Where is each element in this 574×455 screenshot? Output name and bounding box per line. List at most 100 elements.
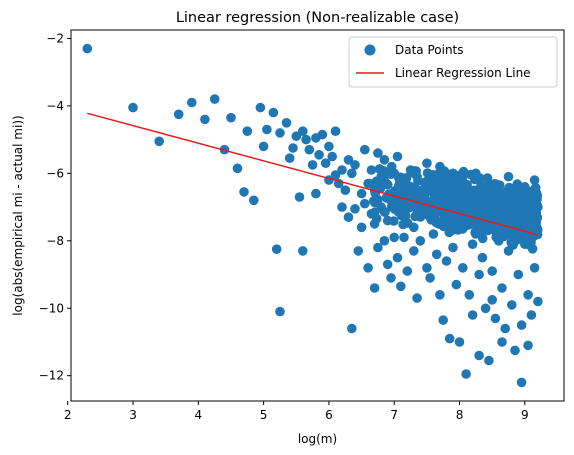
data-point: [487, 197, 498, 207]
data-point: [428, 229, 439, 239]
data-point: [487, 266, 498, 276]
data-point: [370, 180, 380, 191]
data-point: [399, 232, 409, 243]
data-point: [353, 246, 364, 256]
data-point: [402, 200, 413, 210]
data-point: [457, 171, 468, 182]
legend-label-data-points: Data Points: [395, 43, 464, 57]
data-point: [448, 242, 458, 253]
data-point: [249, 195, 259, 206]
data-point: [360, 144, 370, 155]
axis-ticks: 2 3 4 5 6 7 8 9 −12 −10 −8 −6 −4 −2: [39, 31, 529, 422]
data-point: [474, 269, 484, 280]
data-point: [468, 193, 479, 203]
data-point: [242, 126, 253, 136]
data-point: [467, 239, 478, 249]
data-point: [271, 244, 282, 254]
data-point: [487, 295, 498, 305]
data-point: [311, 188, 321, 199]
data-point: [369, 283, 380, 293]
data-point: [465, 169, 476, 180]
data-point: [427, 170, 438, 180]
data-point: [451, 279, 462, 290]
data-point: [396, 281, 406, 292]
data-point: [82, 43, 93, 54]
data-point: [438, 315, 449, 325]
data-point: [454, 337, 465, 347]
data-point: [402, 266, 413, 276]
data-point: [128, 102, 138, 113]
data-point: [485, 209, 496, 220]
data-point: [314, 150, 324, 160]
data-point: [239, 187, 249, 197]
data-point: [337, 202, 347, 212]
data-point: [482, 173, 493, 183]
x-tick-label: 3: [129, 408, 137, 422]
data-point: [483, 184, 493, 195]
y-tick-label: −4: [46, 99, 64, 113]
data-point: [386, 161, 397, 172]
data-point: [350, 204, 360, 214]
data-point: [527, 244, 538, 254]
data-point: [530, 230, 540, 240]
data-point: [497, 283, 507, 293]
data-point: [255, 102, 266, 113]
data-point: [492, 231, 503, 241]
data-point: [363, 263, 373, 273]
data-point: [226, 112, 236, 123]
data-point: [500, 323, 511, 334]
data-point: [405, 189, 415, 200]
data-point: [232, 163, 243, 174]
y-axis-label: log(abs(empirical mi - actual mi)): [11, 115, 25, 315]
data-point: [381, 178, 391, 189]
data-point: [512, 234, 523, 245]
plot-frame: [70, 29, 565, 402]
data-point: [521, 191, 532, 201]
data-point: [435, 290, 445, 300]
data-point: [526, 310, 537, 320]
data-point: [379, 155, 390, 165]
data-point: [477, 233, 488, 244]
x-axis-label: log(m): [298, 432, 337, 446]
data-point: [425, 273, 435, 283]
data-point: [411, 210, 421, 221]
legend: Data Points Linear Regression Line: [348, 36, 558, 88]
y-tick-label: −12: [39, 369, 64, 383]
x-tick-label: 5: [260, 408, 268, 422]
data-point: [356, 188, 367, 199]
data-point: [533, 296, 543, 307]
data-point: [373, 148, 383, 158]
y-tick-label: −6: [46, 166, 64, 180]
data-point: [386, 201, 397, 212]
data-point: [284, 153, 295, 163]
data-point: [340, 185, 351, 195]
data-point: [443, 169, 454, 180]
data-point: [389, 232, 400, 243]
y-tick-label: −2: [46, 31, 64, 45]
x-tick-label: 4: [195, 408, 203, 422]
data-point: [350, 160, 360, 170]
data-point: [317, 129, 328, 140]
legend-scatter-marker: [364, 44, 376, 56]
data-point: [268, 107, 279, 118]
data-point: [379, 236, 390, 246]
data-point: [392, 151, 403, 162]
data-point: [327, 151, 338, 162]
data-point: [441, 256, 452, 266]
data-point: [330, 126, 341, 136]
data-point: [523, 290, 533, 300]
data-point: [294, 192, 305, 202]
legend-box: [348, 36, 558, 88]
data-point: [330, 170, 341, 180]
data-point: [422, 263, 432, 273]
data-point: [464, 290, 475, 300]
data-point: [298, 246, 308, 256]
data-point: [347, 168, 357, 179]
y-tick-label: −8: [46, 234, 64, 248]
data-point: [320, 158, 331, 168]
data-point: [516, 320, 527, 330]
data-point: [513, 269, 524, 280]
data-point: [154, 136, 164, 147]
data-point: [356, 222, 367, 233]
